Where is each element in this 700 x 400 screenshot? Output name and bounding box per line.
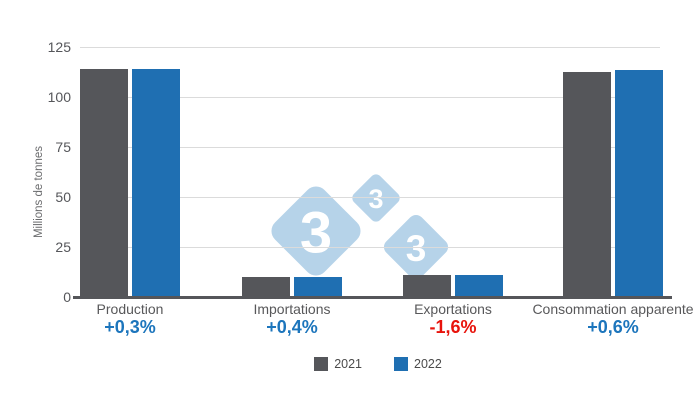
gridline-75 (80, 146, 660, 148)
gridline-50 (80, 196, 660, 198)
pig333-watermark-logo: 3 3 3 (271, 174, 449, 280)
legend-label-2022: 2022 (414, 357, 442, 371)
legend-swatch-2022 (394, 357, 408, 371)
change-label-exportations: -1,6% (429, 317, 477, 337)
watermark-digit: 3 (300, 201, 332, 266)
change-label-importations: +0,4% (266, 317, 318, 337)
bar-2022-consommation-apparente (615, 70, 663, 297)
category-label-production: Production (96, 301, 164, 317)
change-label-consommation-apparente: +0,6% (587, 317, 639, 337)
bar-2022-importations (294, 276, 342, 297)
legend-label-2021: 2021 (334, 357, 362, 371)
category-label-consommation-apparente: Consommation apparente (532, 301, 694, 317)
x-axis-line (73, 296, 672, 299)
legend: 2021 2022 (28, 357, 700, 371)
watermark-digit: 3 (368, 184, 383, 214)
y-tick-label: 25 (55, 239, 71, 255)
y-tick-label: 100 (47, 89, 71, 105)
gridline-25 (80, 246, 660, 248)
gridline-125 (80, 46, 660, 48)
watermark-diamond-large: 3 (271, 186, 361, 276)
category-label-exportations: Exportations (414, 301, 492, 317)
y-tick-label: 0 (63, 289, 71, 305)
bar-2022-exportations (455, 275, 503, 297)
bar-2021-production (80, 69, 128, 297)
y-tick-label: 125 (47, 39, 71, 55)
y-tick-label: 75 (55, 139, 71, 155)
change-label-production: +0,3% (104, 317, 156, 337)
y-tick-label: 50 (55, 189, 71, 205)
bar-2021-consommation-apparente (563, 71, 611, 297)
bar-2021-importations (242, 277, 290, 297)
diamond-shape (271, 186, 361, 276)
legend-item-2022: 2022 (394, 357, 442, 371)
bar-2022-production (132, 68, 180, 297)
gridline-100 (80, 96, 660, 98)
category-label-importations: Importations (253, 301, 331, 317)
diamond-shape (352, 174, 400, 222)
bar-2021-exportations (403, 274, 451, 297)
legend-item-2021: 2021 (314, 357, 362, 371)
watermark-diamond-small: 3 (352, 174, 400, 222)
watermark-digit: 3 (406, 228, 427, 269)
legend-swatch-2021 (314, 357, 329, 371)
